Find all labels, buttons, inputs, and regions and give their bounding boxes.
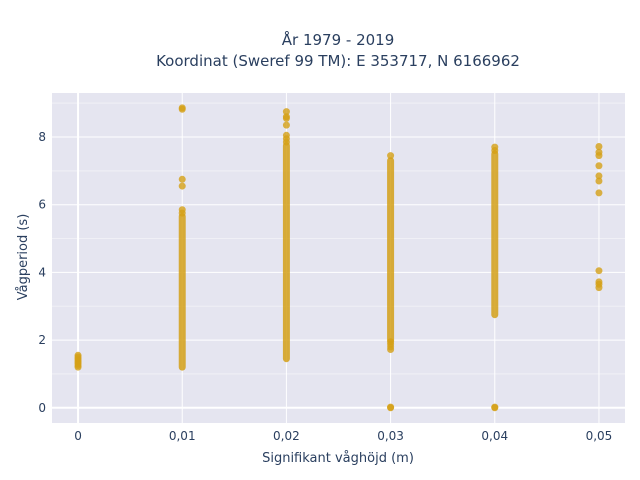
data-point [595, 172, 603, 180]
y-tick-label: 4 [38, 265, 46, 279]
data-point [178, 175, 186, 183]
data-points [74, 104, 603, 412]
data-point [178, 182, 186, 190]
x-tick-label: 0,02 [273, 429, 300, 443]
y-tick-label: 2 [38, 333, 46, 347]
data-point-cluster [178, 213, 186, 371]
y-tick-label: 0 [38, 401, 46, 415]
data-point [491, 143, 499, 151]
data-point-cluster [282, 141, 290, 363]
data-point [595, 142, 603, 150]
x-tick-label: 0 [74, 429, 82, 443]
data-point [282, 108, 290, 116]
data-point-cluster [387, 157, 395, 344]
data-point [595, 267, 603, 275]
chart-title-line-2: Koordinat (Sweref 99 TM): E 353717, N 61… [156, 52, 520, 70]
data-point [282, 131, 290, 139]
data-point [282, 121, 290, 129]
data-point [387, 152, 395, 160]
data-point [595, 162, 603, 170]
data-point [387, 403, 395, 411]
data-point-cluster [491, 150, 499, 319]
data-point [178, 104, 186, 112]
x-tick-label: 0,01 [169, 429, 196, 443]
chart-title-line-1: År 1979 - 2019 [282, 30, 395, 49]
y-tick-label: 6 [38, 198, 46, 212]
y-tick-label: 8 [38, 130, 46, 144]
data-point [74, 351, 82, 359]
data-point [595, 189, 603, 197]
y-axis-title: Vågperiod (s) [16, 214, 31, 301]
x-axis-ticks: 0 0,01 0,02 0,03 0,04 0,05 [74, 429, 612, 443]
y-axis-ticks: 0 2 4 6 8 [38, 130, 46, 415]
data-point [491, 403, 499, 411]
x-tick-label: 0,03 [377, 429, 404, 443]
data-point [387, 338, 395, 346]
x-tick-label: 0,04 [481, 429, 508, 443]
data-point [178, 206, 186, 214]
data-point [282, 113, 290, 121]
data-point [595, 278, 603, 286]
plot-area [52, 93, 625, 423]
chart-title: År 1979 - 2019 Koordinat (Sweref 99 TM):… [156, 30, 520, 70]
data-point [595, 177, 603, 185]
x-axis-title: Signifikant våghöjd (m) [262, 451, 414, 466]
data-point [595, 148, 603, 156]
x-tick-label: 0,05 [586, 429, 613, 443]
